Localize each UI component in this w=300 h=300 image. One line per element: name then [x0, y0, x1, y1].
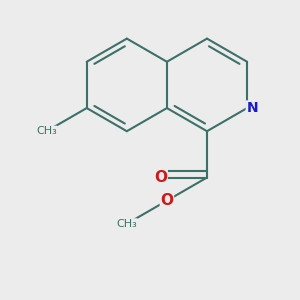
Text: CH₃: CH₃ [116, 219, 137, 229]
Text: N: N [246, 101, 258, 115]
Text: O: O [154, 170, 167, 185]
Text: CH₃: CH₃ [36, 126, 57, 136]
Text: O: O [160, 193, 173, 208]
